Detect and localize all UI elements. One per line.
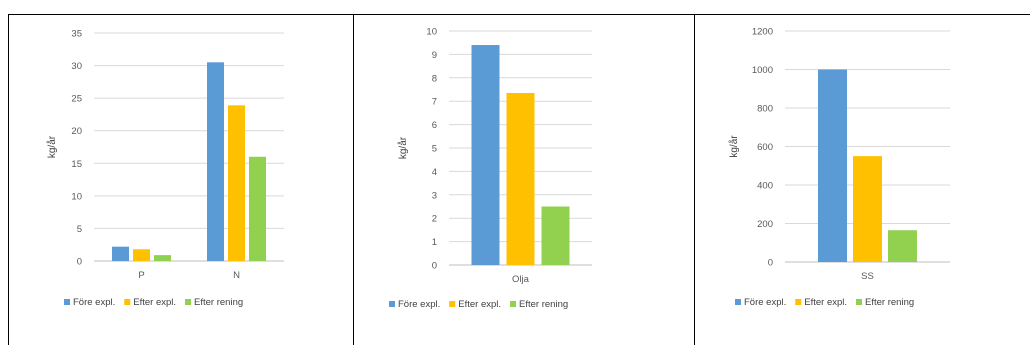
- legend-label: Efter rening: [519, 299, 568, 310]
- bar: [249, 156, 266, 261]
- y-tick-label: 35: [71, 29, 82, 40]
- y-tick-label: 600: [757, 142, 773, 153]
- y-tick-label: 8: [432, 73, 437, 84]
- bar: [506, 93, 535, 265]
- legend-label: Efter expl.: [804, 297, 847, 308]
- legend-swatch: [795, 299, 802, 305]
- bar: [541, 206, 570, 265]
- y-tick-label: 5: [77, 224, 82, 235]
- y-tick-label: 800: [757, 104, 773, 115]
- y-tick-label: 25: [71, 94, 82, 105]
- y-tick-label: 15: [71, 159, 82, 170]
- legend-label: Efter rening: [865, 297, 914, 308]
- legend-swatch: [510, 301, 517, 307]
- y-tick-label: 7: [432, 97, 437, 108]
- chart-suspended-solids: 0 200 400 600 800 1000 1200 kg/år SS Före expl. Ef…: [728, 27, 950, 308]
- bar: [207, 62, 224, 261]
- legend-label: Efter expl.: [458, 299, 501, 310]
- y-tick-label: 3: [432, 190, 437, 201]
- chart-nutrients: 0 5 10 15 20 25 30 35 kg/år P N Före expl. Efter exp…: [46, 29, 284, 308]
- y-tick-label: 6: [432, 120, 437, 131]
- y-tick-label: 10: [426, 27, 437, 38]
- y-tick-label: 1: [432, 237, 437, 248]
- legend-swatch: [124, 299, 131, 305]
- chart-panel-suspended-solids: 0 200 400 600 800 1000 1200 kg/år SS Före expl. Ef…: [694, 14, 1030, 345]
- legend-swatch: [64, 299, 70, 305]
- legend-label: Före expl.: [398, 299, 440, 310]
- y-axis-label: kg/år: [728, 135, 740, 158]
- legend-label: Efter rening: [194, 297, 243, 308]
- legend-label: Efter expl.: [133, 297, 176, 308]
- y-tick-label: 4: [432, 167, 437, 178]
- y-tick-label: 20: [71, 126, 82, 137]
- y-tick-label: 0: [432, 261, 437, 272]
- legend-swatch: [389, 301, 395, 307]
- chart-panel-oil: 0 1 2 3 4 5 6 7 8 9 10 kg/år Olja Före expl. Efter exp…: [353, 14, 694, 345]
- y-tick-label: 1200: [752, 27, 773, 38]
- y-tick-label: 200: [757, 219, 773, 230]
- legend-swatch: [449, 301, 456, 307]
- chart-oil: 0 1 2 3 4 5 6 7 8 9 10 kg/år Olja Före expl. Efter exp…: [389, 27, 592, 310]
- bar: [133, 249, 150, 261]
- y-axis-label: kg/år: [46, 135, 58, 158]
- bar: [228, 105, 245, 262]
- bar: [818, 69, 847, 262]
- x-tick-label: N: [233, 270, 240, 281]
- y-tick-label: 10: [71, 191, 82, 202]
- legend-swatch: [735, 299, 741, 305]
- chart-panel-nutrients: 0 5 10 15 20 25 30 35 kg/år P N Före expl. Efter exp…: [8, 14, 353, 345]
- x-tick-label: P: [138, 270, 144, 281]
- x-tick-label: SS: [861, 271, 874, 282]
- legend-swatch: [856, 299, 863, 305]
- bar: [888, 230, 917, 262]
- bar: [853, 156, 882, 262]
- y-tick-label: 0: [77, 257, 82, 268]
- y-tick-label: 30: [71, 61, 82, 72]
- y-tick-label: 2: [432, 214, 437, 225]
- y-tick-label: 5: [432, 144, 437, 155]
- legend-label: Före expl.: [744, 297, 786, 308]
- y-tick-label: 9: [432, 50, 437, 61]
- x-tick-label: Olja: [512, 274, 530, 285]
- legend-label: Före expl.: [73, 297, 115, 308]
- y-tick-label: 0: [768, 258, 773, 269]
- y-tick-label: 400: [757, 181, 773, 192]
- bar: [112, 246, 129, 261]
- y-tick-label: 1000: [752, 65, 773, 76]
- y-axis-label: kg/år: [397, 136, 409, 159]
- bar: [154, 255, 171, 261]
- bar: [471, 45, 500, 265]
- legend-swatch: [185, 299, 192, 305]
